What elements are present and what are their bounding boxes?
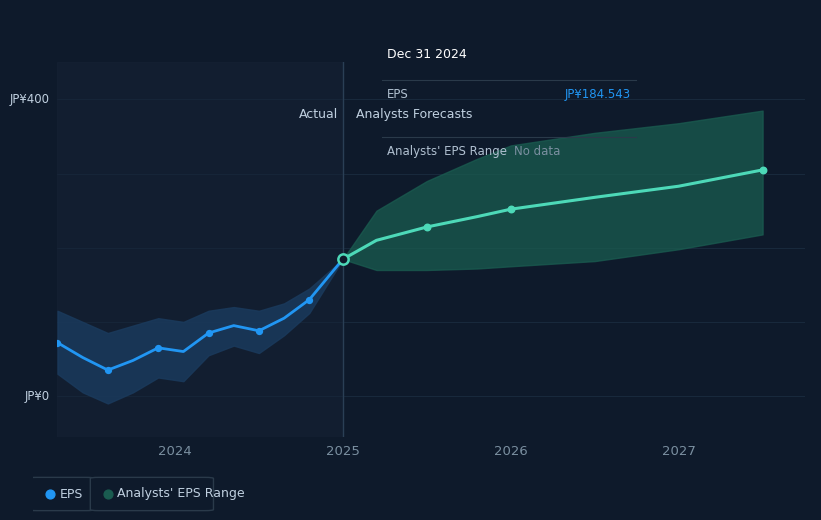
Text: Analysts' EPS Range: Analysts' EPS Range	[117, 488, 245, 500]
Text: Analysts Forecasts: Analysts Forecasts	[356, 108, 473, 121]
Text: JP¥184.543: JP¥184.543	[565, 88, 631, 101]
Text: Dec 31 2024: Dec 31 2024	[388, 48, 467, 61]
Text: Analysts' EPS Range: Analysts' EPS Range	[388, 145, 507, 158]
Text: JP¥0: JP¥0	[25, 389, 50, 402]
Point	[202, 329, 215, 337]
Text: No data: No data	[515, 145, 561, 158]
Point	[388, 253, 401, 262]
Point	[152, 344, 165, 352]
Text: EPS: EPS	[60, 488, 83, 500]
FancyBboxPatch shape	[29, 477, 94, 511]
Point	[252, 327, 265, 335]
Point	[756, 166, 769, 174]
Text: Actual: Actual	[299, 108, 338, 121]
Point	[51, 339, 64, 347]
Bar	[57, 62, 343, 437]
Point	[504, 205, 517, 213]
FancyBboxPatch shape	[90, 477, 213, 511]
Point	[337, 255, 350, 263]
Text: EPS: EPS	[388, 88, 409, 101]
Point	[101, 366, 114, 374]
Text: JP¥400: JP¥400	[10, 93, 50, 106]
Point	[303, 295, 316, 304]
Point	[420, 223, 433, 231]
